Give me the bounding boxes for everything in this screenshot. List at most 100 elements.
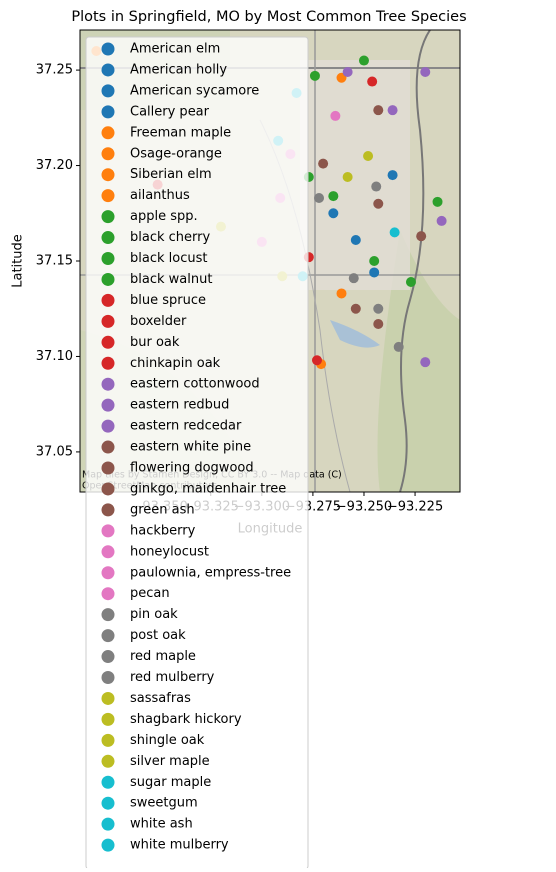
point: [311, 355, 322, 366]
legend-marker: [101, 566, 115, 580]
legend-marker: [101, 440, 115, 454]
point: [350, 235, 361, 245]
point: [416, 231, 427, 242]
legend-label: white mulberry: [130, 838, 229, 853]
legend-marker: [101, 419, 115, 433]
legend-marker: [101, 231, 115, 245]
legend-marker: [101, 482, 115, 496]
legend-label: white ash: [130, 817, 193, 832]
legend-marker: [101, 84, 115, 98]
legend-marker: [101, 545, 115, 559]
legend-marker: [101, 105, 115, 119]
legend-label: American holly: [130, 62, 227, 77]
legend-marker: [101, 503, 115, 517]
legend-marker: [101, 712, 115, 726]
legend-marker: [101, 629, 115, 643]
legend-label: Osage-orange: [130, 146, 222, 161]
legend-label: American elm: [130, 42, 220, 57]
point: [387, 105, 398, 116]
chart-title: Plots in Springfield, MO by Most Common …: [71, 9, 466, 25]
x-tick-label: −93.225: [387, 500, 443, 515]
point: [328, 208, 339, 219]
legend-label: red maple: [130, 649, 196, 664]
legend-marker: [101, 817, 115, 831]
point: [373, 303, 384, 314]
legend-marker: [101, 356, 115, 370]
legend-marker: [101, 272, 115, 286]
legend-marker: [101, 42, 115, 56]
legend-label: post oak: [130, 628, 186, 643]
y-tick-label: 37.05: [36, 444, 73, 459]
legend-marker: [101, 210, 115, 224]
legend-marker: [101, 796, 115, 810]
legend-label: sweetgum: [130, 796, 198, 811]
legend-marker: [101, 524, 115, 538]
legend-label: black walnut: [130, 272, 212, 287]
legend-label: sugar maple: [130, 775, 211, 790]
point: [436, 215, 447, 226]
legend-label: red mulberry: [130, 670, 215, 685]
legend-marker: [101, 126, 115, 140]
legend-label: ginkgo, maidenhair tree: [130, 481, 286, 496]
legend-label: Callery pear: [130, 104, 210, 119]
legend-label: pecan: [130, 586, 170, 601]
legend-marker: [101, 168, 115, 182]
legend-label: chinkapin oak: [130, 356, 221, 371]
point: [330, 110, 341, 121]
legend-label: bur oak: [130, 335, 180, 350]
legend-label: shingle oak: [130, 733, 205, 748]
legend-label: black locust: [130, 251, 207, 266]
legend-label: silver maple: [130, 754, 210, 769]
legend-marker: [101, 775, 115, 789]
point: [367, 76, 378, 87]
legend-label: paulownia, empress-tree: [130, 565, 291, 580]
point: [387, 170, 398, 181]
point: [371, 181, 382, 192]
legend-marker: [101, 461, 115, 475]
legend-marker: [101, 189, 115, 203]
legend-marker: [101, 293, 115, 307]
legend-marker: [101, 608, 115, 622]
legend-marker: [101, 838, 115, 852]
y-tick-label: 37.20: [36, 158, 73, 173]
x-tick-label: −93.250: [336, 500, 392, 515]
point: [363, 151, 374, 161]
legend-label: apple spp.: [130, 209, 198, 224]
point: [420, 67, 431, 77]
point: [342, 67, 353, 77]
point: [389, 227, 400, 238]
legend-label: eastern redbud: [130, 398, 229, 413]
point: [373, 105, 384, 116]
legend-marker: [101, 377, 115, 391]
legend-label: eastern white pine: [130, 440, 251, 455]
point: [348, 273, 359, 284]
legend-label: green ash: [130, 502, 195, 517]
point: [342, 172, 353, 182]
y-tick-label: 37.10: [36, 349, 73, 364]
legend-marker: [101, 671, 115, 684]
legend-label: flowering dogwood: [130, 461, 254, 476]
legend-marker: [101, 587, 115, 601]
point: [314, 193, 325, 203]
point: [373, 198, 384, 209]
legend-label: shagbark hickory: [130, 712, 242, 727]
legend-label: pin oak: [130, 607, 178, 622]
y-tick-label: 37.25: [36, 63, 73, 78]
legend-marker: [101, 733, 115, 747]
legend-label: eastern cottonwood: [130, 377, 260, 392]
legend-label: honeylocust: [130, 544, 209, 559]
point: [432, 196, 443, 207]
legend-marker: [101, 63, 115, 77]
legend-label: Freeman maple: [130, 125, 231, 140]
legend-marker: [101, 754, 115, 768]
point: [358, 55, 369, 66]
legend-marker: [101, 650, 115, 664]
legend-label: ailanthus: [130, 188, 190, 203]
legend-marker: [101, 147, 115, 161]
legend-label: sassafras: [130, 691, 191, 706]
point: [405, 277, 416, 287]
y-axis-label: Latitude: [11, 234, 26, 288]
legend-label: blue spruce: [130, 293, 206, 308]
